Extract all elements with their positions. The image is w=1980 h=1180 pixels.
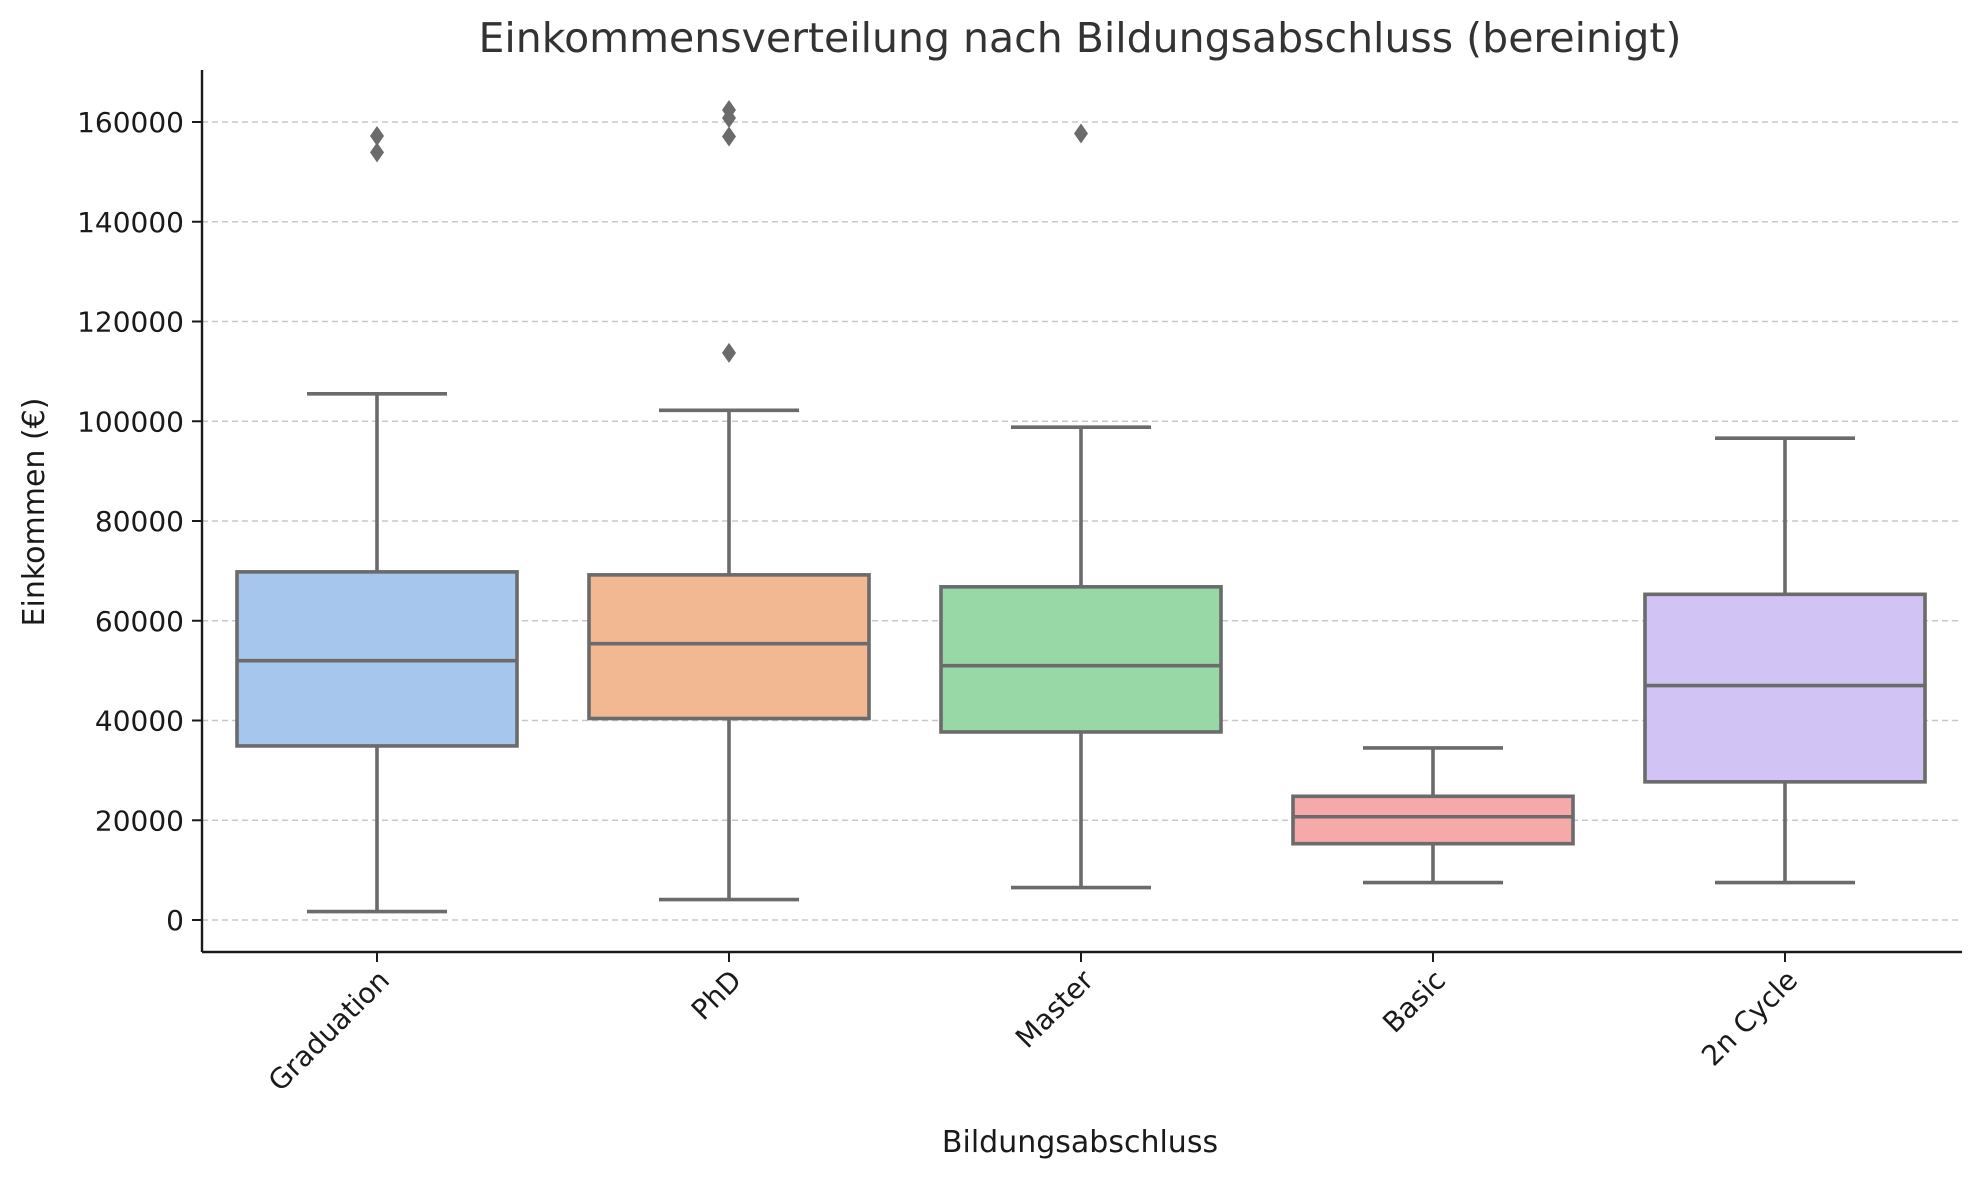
box-group <box>939 123 1223 890</box>
outlier-point <box>1074 123 1088 144</box>
y-tick-label: 100000 <box>77 405 184 438</box>
y-axis-label: Einkommen (€) <box>17 398 52 627</box>
iqr-box <box>1291 794 1575 846</box>
outlier-point <box>722 126 736 147</box>
outlier-point <box>722 100 736 121</box>
y-tick-label: 40000 <box>95 705 184 738</box>
y-tick-label: 20000 <box>95 804 184 837</box>
x-axis: Graduation PhD Master Basic 2n Cycle <box>202 950 1962 1098</box>
boxes <box>235 100 1927 914</box>
box-group <box>1643 436 1927 885</box>
y-axis: 0 20000 40000 60000 80000 100000 120000 140000 1… <box>77 70 204 952</box>
y-tick-label: 60000 <box>95 605 184 638</box>
y-tick-label: 120000 <box>77 306 184 339</box>
outlier-point <box>370 125 384 146</box>
y-tick-label: 80000 <box>95 505 184 538</box>
x-axis-label: Bildungsabschluss <box>942 1125 1218 1160</box>
y-tick-label: 140000 <box>77 206 184 239</box>
x-tick-label: PhD <box>685 964 748 1027</box>
outlier-point <box>722 342 736 363</box>
x-tick-label: Basic <box>1376 964 1452 1040</box>
y-tick-label: 160000 <box>77 106 184 139</box>
x-tick-label: Master <box>1009 963 1100 1054</box>
iqr-box <box>939 585 1223 734</box>
iqr-box <box>587 573 871 721</box>
chart-title: Einkommensverteilung nach Bildungsabschl… <box>479 14 1682 62</box>
outlier-point <box>370 142 384 163</box>
box-group <box>1291 746 1575 885</box>
box-group <box>587 100 871 902</box>
iqr-box <box>1643 592 1927 784</box>
x-tick-label: 2n Cycle <box>1695 964 1804 1073</box>
box-group <box>235 125 519 914</box>
x-tick-label: Graduation <box>262 964 396 1098</box>
y-tick-label: 0 <box>166 904 184 937</box>
